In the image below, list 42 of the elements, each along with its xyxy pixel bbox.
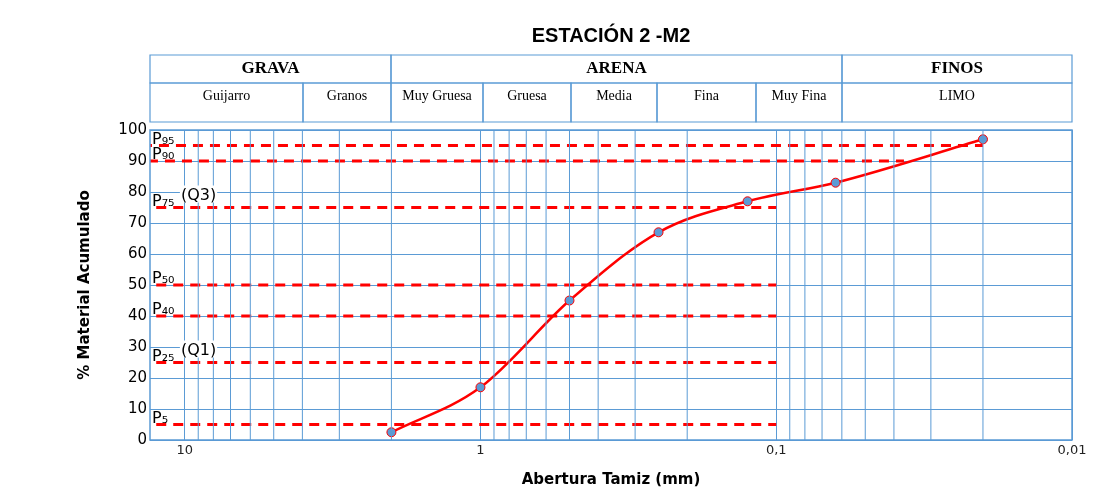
- y-tick-label: 50: [127, 274, 147, 293]
- text: Guijarro: [202, 87, 251, 103]
- y-tick-label: 60: [127, 243, 147, 262]
- x-tick-label: 0,1: [765, 442, 787, 458]
- x-axis-title: Abertura Tamiz (mm): [521, 469, 701, 488]
- point: [386, 427, 397, 438]
- text: Media: [596, 87, 633, 103]
- series-label: P₅: [152, 407, 169, 427]
- text: Fina: [694, 87, 720, 103]
- series-label: P₅₀: [152, 268, 175, 288]
- text: GRAVA: [241, 58, 301, 78]
- text: Muy Fina: [771, 87, 828, 103]
- annotation: (Q3): [180, 184, 217, 204]
- series-label: P₄₀: [152, 299, 175, 319]
- y-tick-label: 20: [127, 367, 147, 386]
- text: Muy Gruesa: [402, 87, 473, 103]
- y-tick-label: 40: [127, 305, 147, 324]
- text: Granos: [326, 87, 368, 103]
- series-label: P₇₅: [152, 190, 175, 210]
- text: FINOS: [931, 58, 983, 78]
- chart-title: ESTACIÓN 2 -M2: [531, 22, 691, 46]
- series-label: P₂₅: [152, 345, 175, 365]
- point: [475, 382, 486, 393]
- y-tick-label: 10: [127, 398, 147, 417]
- y-axis-title: % Material Acumulado: [74, 190, 93, 380]
- y-tick-label: 70: [127, 212, 147, 231]
- annotation: (Q1): [180, 339, 217, 359]
- y-tick-label: 0: [137, 429, 147, 448]
- x-tick-label: 10: [176, 442, 193, 458]
- text: LIMO: [939, 87, 975, 103]
- y-tick-label: 90: [127, 150, 147, 169]
- y-tick-label: 100: [118, 119, 147, 138]
- text: ARENA: [586, 58, 648, 78]
- point: [653, 227, 664, 238]
- x-tick-label: 0,01: [1057, 442, 1087, 458]
- x-tick-label: 1: [476, 442, 485, 458]
- text: Gruesa: [507, 87, 548, 103]
- point: [742, 196, 753, 207]
- point: [564, 295, 575, 306]
- point: [830, 177, 841, 188]
- y-tick-label: 80: [127, 181, 147, 200]
- y-tick-label: 30: [127, 336, 147, 355]
